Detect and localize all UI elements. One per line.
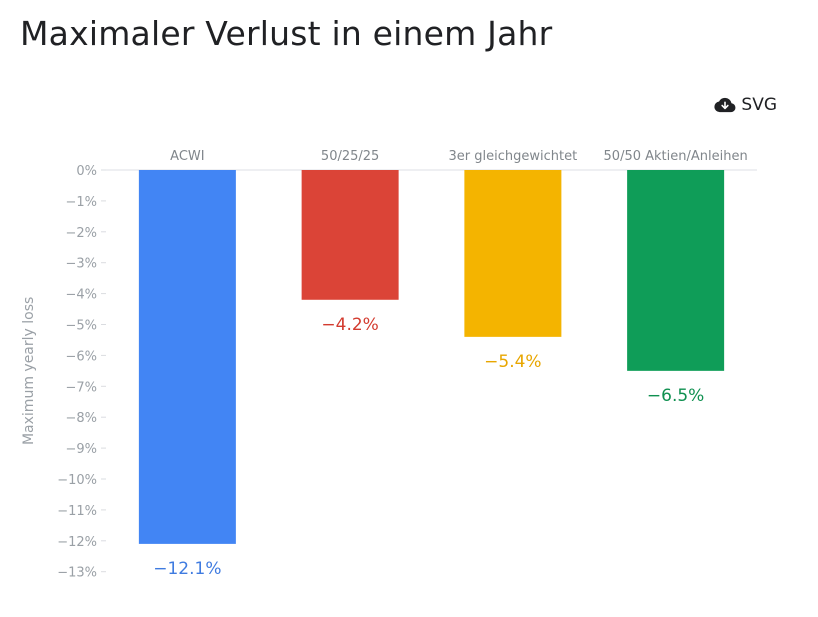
download-svg-button[interactable]: SVG — [714, 95, 777, 115]
y-tick-label: −4% — [65, 288, 97, 303]
y-tick-label: −5% — [65, 319, 97, 334]
bar — [464, 170, 562, 337]
data-label: −12.1% — [153, 559, 221, 579]
y-tick-label: 0% — [76, 164, 97, 179]
download-label: SVG — [741, 95, 777, 115]
bar — [627, 170, 725, 371]
category-label: 50/25/25 — [321, 149, 379, 164]
y-axis-title: Maximum yearly loss — [21, 297, 37, 445]
data-label: −5.4% — [484, 352, 541, 372]
bar — [138, 170, 236, 544]
y-tick-label: −13% — [57, 566, 97, 581]
bar — [301, 170, 399, 300]
data-label: −6.5% — [647, 386, 704, 406]
y-tick-label: −6% — [65, 349, 97, 364]
y-tick-label: −11% — [57, 504, 97, 519]
category-label: ACWI — [170, 149, 204, 164]
category-label: 3er gleichgewichtet — [449, 149, 578, 164]
chart-title: Maximaler Verlust in einem Jahr — [20, 14, 553, 53]
y-tick-label: −10% — [57, 473, 97, 488]
data-label: −4.2% — [321, 315, 378, 335]
y-tick-label: −7% — [65, 380, 97, 395]
y-tick-label: −2% — [65, 226, 97, 241]
y-tick-label: −1% — [65, 195, 97, 210]
y-tick-label: −12% — [57, 535, 97, 550]
y-tick-label: −8% — [65, 411, 97, 426]
y-tick-label: −9% — [65, 442, 97, 457]
y-tick-label: −3% — [65, 257, 97, 272]
cloud-download-icon — [714, 97, 736, 113]
category-label: 50/50 Aktien/Anleihen — [604, 149, 748, 164]
